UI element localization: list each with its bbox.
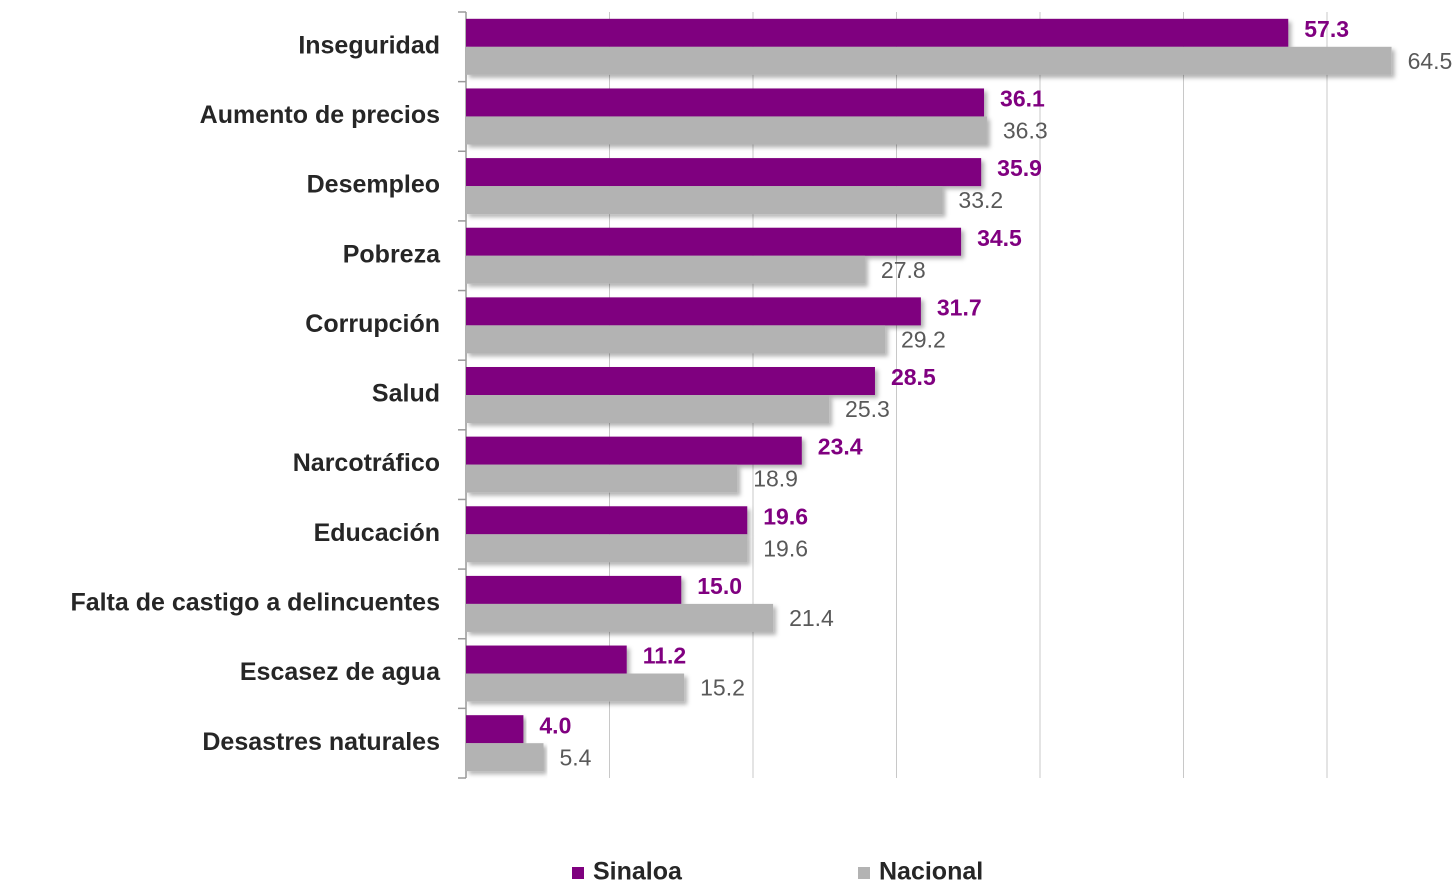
bar [466, 603, 774, 632]
bar [466, 534, 748, 563]
value-label: 21.4 [789, 605, 834, 631]
value-label: 4.0 [539, 712, 571, 738]
bar [466, 158, 982, 187]
value-label: 64.5 [1408, 48, 1453, 74]
category-label: Falta de castigo a delincuentes [70, 589, 440, 617]
bar [466, 18, 1289, 47]
value-label: 19.6 [763, 503, 808, 529]
bar [466, 255, 865, 284]
value-label: 23.4 [818, 434, 863, 460]
value-label: 35.9 [997, 155, 1042, 181]
legend-label: Nacional [879, 858, 983, 884]
value-label: 29.2 [901, 326, 946, 352]
category-label: Salud [372, 380, 440, 408]
bar [466, 227, 962, 256]
value-label: 5.4 [559, 744, 591, 770]
category-label: Narcotráfico [293, 449, 440, 477]
bar [466, 395, 830, 423]
value-label: 34.5 [977, 225, 1022, 251]
category-label: Aumento de precios [200, 101, 440, 129]
category-label: Inseguridad [298, 31, 440, 59]
category-label: Educación [314, 519, 440, 547]
value-label: 36.3 [1003, 118, 1048, 144]
value-label: 11.2 [643, 643, 687, 669]
bar [466, 743, 544, 772]
category-label: Corrupción [305, 310, 440, 338]
legend-swatch [858, 867, 870, 879]
value-label: 19.6 [763, 535, 808, 561]
bar [466, 46, 1392, 75]
bar [466, 673, 685, 702]
category-label: Escasez de agua [240, 658, 441, 686]
bar [466, 186, 943, 215]
category-label: Desempleo [307, 171, 440, 199]
value-label: 36.1 [1000, 86, 1045, 112]
legend-swatch [572, 867, 584, 879]
bar [466, 464, 738, 493]
category-label: Desastres naturales [202, 728, 440, 756]
bar [466, 506, 748, 535]
category-label: Pobreza [343, 240, 441, 268]
value-label: 31.7 [937, 294, 982, 320]
value-label: 25.3 [845, 396, 890, 422]
value-label: 18.9 [753, 466, 798, 492]
bar [466, 325, 886, 354]
bar [466, 436, 802, 465]
bar [466, 575, 682, 604]
value-label: 33.2 [958, 187, 1003, 213]
bar [466, 715, 524, 744]
bar [466, 367, 875, 395]
value-label: 15.2 [700, 675, 745, 701]
value-label: 57.3 [1304, 16, 1349, 42]
bar [466, 88, 985, 117]
bar [466, 297, 921, 326]
bar [466, 645, 627, 674]
bar [466, 116, 987, 145]
value-label: 27.8 [881, 257, 926, 283]
legend-label: Sinaloa [593, 858, 683, 884]
value-label: 28.5 [891, 364, 936, 390]
value-label: 15.0 [697, 573, 742, 599]
